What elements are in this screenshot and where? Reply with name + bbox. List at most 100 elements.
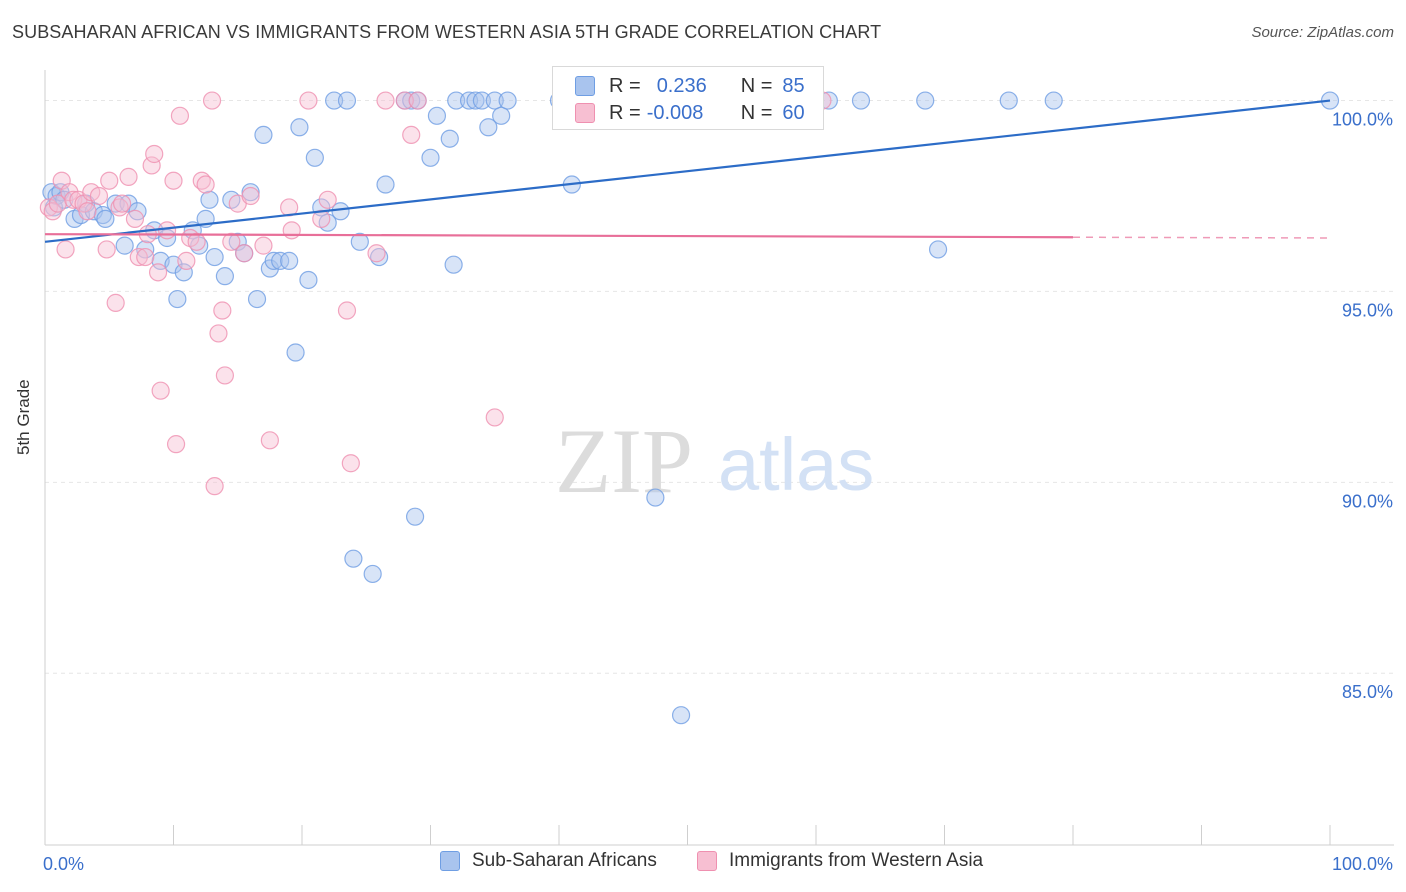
data-point	[472, 91, 491, 110]
legend-swatch-blue	[575, 76, 595, 96]
y-tick-label: 85.0%	[1342, 682, 1393, 702]
correlation-legend: R = 0.236 N = 85 R = -0.008 N = 60	[552, 66, 824, 130]
data-point	[376, 175, 395, 194]
data-point	[299, 270, 318, 290]
data-point	[89, 186, 109, 206]
data-point	[671, 706, 691, 725]
data-point	[646, 488, 665, 507]
data-point	[142, 156, 161, 175]
data-point	[280, 251, 299, 270]
data-point	[350, 232, 369, 251]
data-point	[241, 183, 260, 202]
data-point	[916, 91, 935, 110]
data-point	[479, 118, 498, 137]
data-point	[170, 106, 190, 125]
data-point	[64, 190, 83, 209]
bottom-legend-western-asia: Immigrants from Western Asia	[697, 850, 983, 872]
data-point	[48, 194, 67, 213]
data-point	[325, 91, 344, 110]
data-point	[264, 251, 283, 270]
legend-r-label: R =	[609, 101, 641, 124]
data-point	[395, 91, 414, 110]
trend-line	[44, 99, 1331, 243]
legend-n-label: N =	[740, 101, 773, 124]
data-point	[202, 91, 222, 110]
legend-r-value: 0.236	[656, 74, 707, 97]
data-point	[112, 194, 132, 213]
data-point	[119, 167, 138, 186]
y-tick-label: 90.0%	[1342, 491, 1393, 511]
data-point	[498, 91, 517, 110]
data-point	[228, 232, 247, 251]
data-point	[205, 247, 224, 267]
data-point	[200, 190, 219, 209]
data-point	[376, 91, 395, 110]
data-point	[305, 148, 324, 167]
data-point	[363, 564, 382, 584]
legend-n-value: 60	[782, 101, 805, 124]
data-point	[341, 454, 360, 473]
data-point	[106, 293, 125, 312]
data-point	[290, 118, 309, 137]
data-point	[222, 232, 241, 251]
data-point	[1044, 91, 1063, 110]
data-point	[96, 209, 115, 228]
bottom-legend-sub-saharan: Sub-Saharan Africans	[440, 850, 657, 872]
bottom-legend-swatch-blue	[440, 851, 460, 871]
data-point	[254, 236, 273, 255]
legend-n-value: 85	[782, 74, 805, 97]
data-point	[145, 144, 164, 164]
legend-row-western-asia: R = -0.008 N = 60	[575, 101, 805, 125]
data-point	[402, 91, 421, 110]
data-point	[235, 244, 254, 263]
y-tick-label: 100.0%	[1332, 110, 1393, 130]
data-point	[447, 91, 466, 110]
data-point	[492, 106, 511, 125]
data-point	[282, 221, 301, 240]
data-point	[166, 435, 186, 454]
data-point	[421, 148, 440, 167]
trend-lines	[44, 99, 1331, 243]
data-point	[205, 477, 224, 496]
data-point	[151, 381, 170, 400]
data-point	[125, 209, 145, 228]
data-point	[241, 186, 260, 206]
data-point	[174, 263, 193, 282]
series-sub-saharan-points	[42, 91, 1340, 725]
data-point	[260, 431, 279, 450]
data-point	[115, 236, 134, 255]
data-point	[136, 247, 155, 267]
chart-title: SUBSAHARAN AFRICAN VS IMMIGRANTS FROM WE…	[12, 22, 882, 42]
bottom-legend-swatch-pink	[697, 851, 717, 871]
data-point	[402, 125, 421, 145]
data-point	[56, 240, 75, 259]
data-point	[187, 232, 206, 251]
data-point	[164, 171, 183, 190]
data-point	[215, 366, 234, 385]
watermark-zip: ZIP	[555, 410, 693, 512]
series-western-asia-points	[39, 91, 832, 496]
data-point	[459, 91, 479, 110]
data-point	[466, 91, 485, 110]
data-point	[928, 240, 948, 259]
data-point	[100, 171, 119, 190]
watermark-atlas: atlas	[718, 423, 874, 506]
legend-r-value: -0.008	[646, 101, 704, 124]
data-point	[97, 240, 116, 259]
data-point	[196, 175, 215, 194]
x-tick-label: 0.0%	[43, 854, 84, 874]
bottom-legend-label: Immigrants from Western Asia	[729, 850, 984, 871]
tick-labels: 85.0% 90.0% 95.0% 100.0% 0.0% 100.0%	[43, 110, 1393, 874]
legend-swatch-pink	[575, 103, 595, 123]
data-point	[367, 244, 386, 263]
data-point	[851, 91, 871, 110]
trend-line	[44, 233, 1074, 239]
data-point	[485, 91, 504, 110]
data-point	[337, 91, 357, 110]
chart-source: Source: ZipAtlas.com	[1251, 24, 1394, 41]
data-point	[405, 507, 425, 526]
data-point	[427, 106, 447, 125]
data-point	[247, 289, 267, 309]
data-point	[177, 251, 196, 270]
